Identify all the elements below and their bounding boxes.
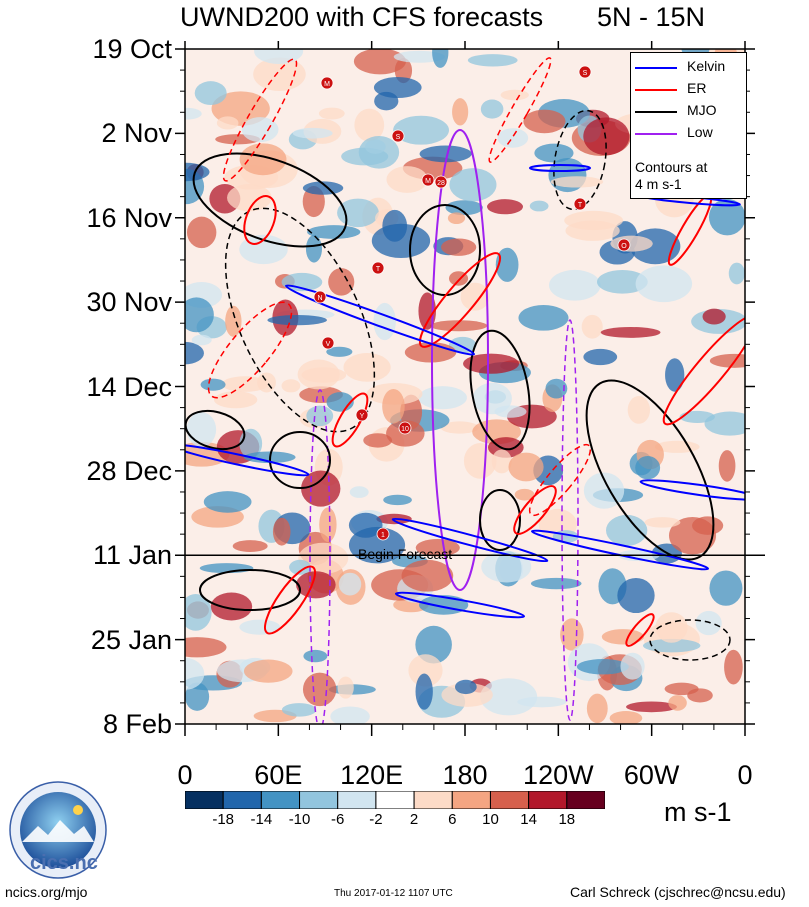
storm-marker-label: T xyxy=(578,202,583,209)
legend: Kelvin ER MJO Low Contours at 4 m s-1 xyxy=(630,52,747,199)
footer-timestamp: Thu 2017-01-12 1107 UTC xyxy=(334,888,453,899)
storm-marker xyxy=(321,336,335,350)
storm-marker xyxy=(573,197,587,211)
storm-marker xyxy=(434,175,448,189)
y-tick-label: 19 Oct xyxy=(92,34,172,64)
colorbar-swatch xyxy=(489,791,530,809)
legend-entry-mjo: MJO xyxy=(635,101,743,121)
begin-forecast-label: Begin Forecast xyxy=(358,546,453,563)
storm-marker xyxy=(578,65,592,79)
storm-marker xyxy=(617,238,631,252)
hovmoller-plot: S M S M 28 T O T N V Y 10 1 xyxy=(175,41,765,736)
legend-label: MJO xyxy=(687,102,717,118)
y-tick-label: 11 Jan xyxy=(92,540,172,571)
colorbar-tick-label: 6 xyxy=(448,811,457,828)
colorbar-swatch xyxy=(222,791,262,809)
x-tick-label: 60W xyxy=(623,760,680,790)
legend-swatch xyxy=(635,111,677,113)
y-tick-label: 8 Feb xyxy=(102,709,172,739)
colorbar-swatch xyxy=(337,791,377,809)
storm-marker-label: Y xyxy=(360,413,365,420)
latitude-range: 5N - 15N xyxy=(597,2,706,32)
legend-label: Kelvin xyxy=(687,58,726,74)
colorbar-swatch xyxy=(185,791,224,809)
legend-note: Contours at 4 m s-1 xyxy=(635,159,743,193)
storm-marker-label: 1 xyxy=(381,532,385,539)
legend-swatch xyxy=(635,133,677,135)
colorbar-tick-label: 14 xyxy=(520,811,537,828)
chart-title: UWND200 with CFS forecasts xyxy=(180,2,544,32)
legend-entry-low: Low xyxy=(635,123,743,143)
storm-marker-label: N xyxy=(317,295,322,302)
colorbar-swatch xyxy=(566,791,605,809)
storm-marker-label: T xyxy=(376,266,381,273)
storm-marker xyxy=(320,76,334,90)
storm-marker xyxy=(355,408,369,422)
colorbar-swatch xyxy=(260,791,301,809)
colorbar-tick-label: -10 xyxy=(288,811,311,828)
footer-author: Carl Schreck (cjschrec@ncsu.edu) xyxy=(570,884,786,900)
colorbar-units: m s-1 xyxy=(664,797,732,827)
legend-entry-er: ER xyxy=(635,79,743,99)
storm-marker-label: S xyxy=(396,134,401,141)
y-tick-label: 14 Dec xyxy=(86,371,172,402)
colorbar-tick-label: -14 xyxy=(250,811,273,828)
storm-marker-label: 10 xyxy=(401,426,409,433)
colorbar-swatch xyxy=(375,791,415,809)
storm-marker-label: M xyxy=(324,81,330,88)
x-tick-label: 120E xyxy=(340,760,404,790)
legend-label: Low xyxy=(687,124,713,140)
cics-logo-icon xyxy=(9,781,107,879)
colorbar-tick-label: 18 xyxy=(558,811,576,828)
storm-marker-label: V xyxy=(326,341,331,348)
y-tick-label: 2 Nov xyxy=(101,118,172,149)
y-tick-label: 28 Dec xyxy=(86,455,172,486)
y-tick-label: 30 Nov xyxy=(86,287,172,318)
storm-marker xyxy=(391,129,405,143)
colorbar-tick-label: 10 xyxy=(482,811,499,828)
colorbar xyxy=(185,791,605,809)
storm-marker-label: 28 xyxy=(437,180,445,187)
x-tick-label: 60E xyxy=(254,760,303,790)
legend-swatch xyxy=(635,67,677,69)
footer-website: ncics.org/mjo xyxy=(5,884,88,900)
colorbar-tick-label: -18 xyxy=(212,811,235,828)
storm-marker-label: O xyxy=(621,243,627,250)
storm-marker xyxy=(313,290,327,304)
storm-marker-label: M xyxy=(425,178,431,185)
legend-note-line2: 4 m s-1 xyxy=(635,176,682,192)
colorbar-swatch xyxy=(413,791,453,809)
colorbar-tick-label: -6 xyxy=(331,811,345,828)
x-tick-label: 120W xyxy=(523,760,594,790)
legend-entry-kelvin: Kelvin xyxy=(635,57,743,77)
y-tick-label: 25 Jan xyxy=(90,624,172,655)
storm-marker xyxy=(371,261,385,275)
colorbar-swatch xyxy=(299,791,339,809)
colorbar-swatch xyxy=(528,791,568,809)
storm-marker-label: S xyxy=(583,70,588,77)
x-tick-label: 0 xyxy=(177,760,193,790)
x-tick-label: 0 xyxy=(737,760,753,790)
legend-note-line1: Contours at xyxy=(635,159,708,175)
colorbar-swatch xyxy=(451,791,491,809)
legend-label: ER xyxy=(687,80,707,96)
colorbar-tick-label: 2 xyxy=(409,811,419,828)
colorbar-tick-label: -2 xyxy=(369,811,383,828)
y-tick-label: 16 Nov xyxy=(86,202,172,233)
storm-marker xyxy=(376,527,390,541)
x-tick-label: 180 xyxy=(442,760,488,790)
legend-swatch xyxy=(635,89,677,91)
logo-text: cics.nc xyxy=(30,852,98,874)
storm-marker xyxy=(398,421,412,435)
storm-marker xyxy=(421,173,435,187)
